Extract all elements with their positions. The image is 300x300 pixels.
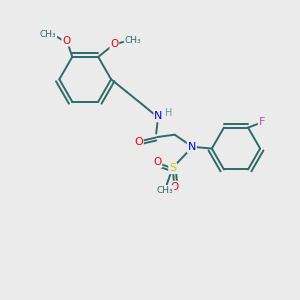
Text: F: F bbox=[259, 117, 265, 127]
Text: CH₃: CH₃ bbox=[157, 186, 174, 195]
Text: O: O bbox=[62, 36, 70, 46]
Text: O: O bbox=[134, 137, 143, 147]
Text: O: O bbox=[170, 182, 178, 191]
Text: CH₃: CH₃ bbox=[124, 36, 141, 45]
Text: S: S bbox=[169, 163, 176, 173]
Text: CH₃: CH₃ bbox=[40, 30, 56, 39]
Text: H: H bbox=[165, 108, 172, 118]
Text: N: N bbox=[154, 111, 163, 122]
Text: O: O bbox=[110, 39, 118, 49]
Text: N: N bbox=[188, 142, 196, 152]
Text: O: O bbox=[153, 158, 161, 167]
